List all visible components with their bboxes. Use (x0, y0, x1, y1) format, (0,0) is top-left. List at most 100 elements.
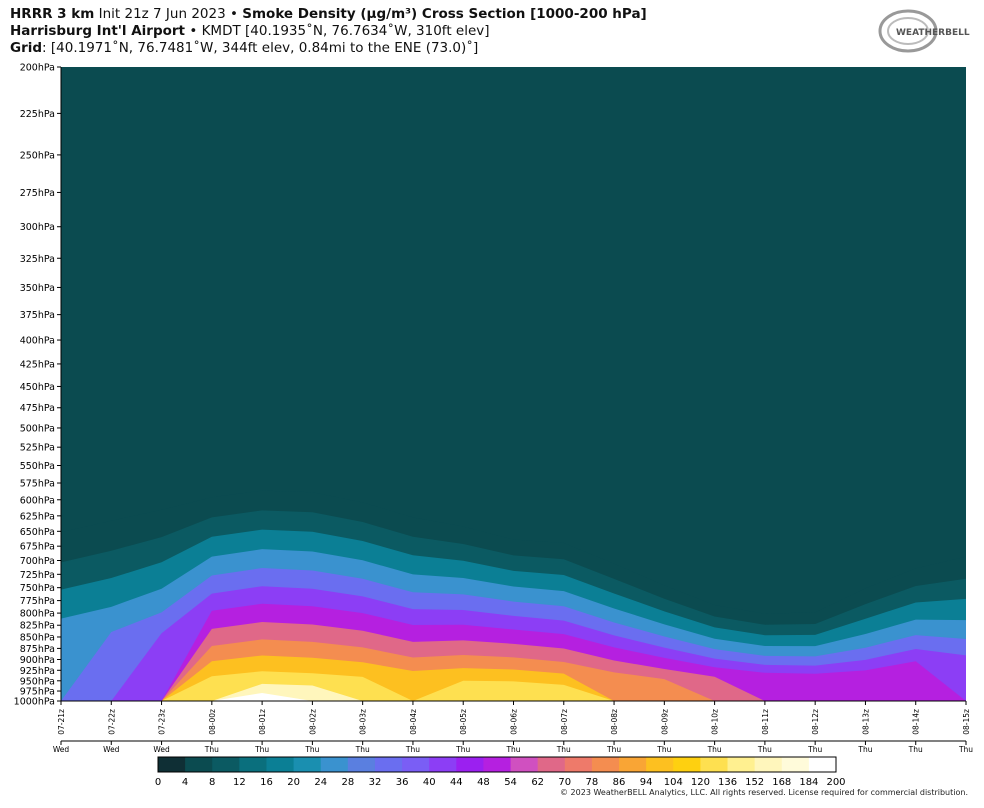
y-tick-label: 475hPa (20, 403, 55, 414)
y-tick-label: 675hPa (20, 542, 55, 553)
day-label: Thu (355, 745, 370, 754)
day-label: Thu (505, 745, 520, 754)
colorbar-swatch (456, 757, 484, 772)
x-tick-label: 08-06z (510, 709, 519, 735)
day-label: Thu (606, 745, 621, 754)
day-label: Thu (707, 745, 722, 754)
site-name: Harrisburg Int'l Airport (10, 23, 186, 39)
colorbar-label: 136 (718, 777, 737, 788)
y-tick-label: 300hPa (20, 222, 55, 233)
colorbar-label: 12 (233, 777, 246, 788)
colorbar-swatch (266, 757, 295, 772)
x-tick-label: 08-07z (560, 709, 569, 735)
x-tick-label: 08-11z (761, 709, 770, 735)
day-label: Wed (103, 745, 120, 754)
y-tick-label: 700hPa (20, 556, 55, 567)
colorbar-swatch (808, 757, 837, 772)
colorbar-swatch (239, 757, 267, 772)
x-tick-label: 08-15z (962, 709, 971, 735)
y-tick-label: 400hPa (20, 336, 55, 347)
day-label: Thu (857, 745, 872, 754)
colorbar-label: 184 (799, 777, 818, 788)
x-tick-label: 08-04z (409, 709, 418, 735)
y-tick-label: 375hPa (20, 310, 55, 321)
x-tick-label: 08-03z (359, 709, 368, 735)
colorbar-label: 54 (504, 777, 517, 788)
x-tick-label: 08-10z (711, 709, 720, 735)
x-axis: 07-21z Wed 07-22z Wed 07-23z Wed 08-00z Thu 08-0… (53, 700, 973, 754)
colorbar-swatch (429, 757, 457, 772)
colorbar-label: 28 (341, 777, 354, 788)
colorbar-swatch (727, 757, 756, 772)
colorbar-swatch (510, 757, 539, 772)
day-label: Thu (455, 745, 470, 754)
colorbar-swatch (185, 757, 213, 772)
site-line: Harrisburg Int'l Airport • KMDT [40.1935… (10, 23, 490, 40)
colorbar-label: 120 (691, 777, 710, 788)
day-label: Thu (405, 745, 420, 754)
y-axis: 200hPa 225hPa 250hPa 275hPa 300hPa 325hPa 350h… (14, 63, 62, 708)
logo-text: WEATHERBELL (896, 28, 970, 38)
y-tick-label: 950hPa (20, 676, 55, 687)
colorbar-swatch (537, 757, 566, 772)
colorbar-label: 44 (450, 777, 463, 788)
colorbar-swatch (619, 757, 647, 772)
colorbar-label: 78 (586, 777, 599, 788)
y-tick-label: 800hPa (20, 609, 55, 620)
y-tick-label: 725hPa (20, 570, 55, 581)
colorbar-label: 48 (477, 777, 490, 788)
y-tick-label: 350hPa (20, 283, 55, 294)
smoke-field (61, 490, 966, 701)
x-tick-label: 08-08z (610, 709, 619, 735)
y-tick-label: 575hPa (20, 479, 55, 490)
colorbar-swatch (293, 757, 322, 772)
colorbar-label: 24 (314, 777, 327, 788)
x-tick-label: 08-14z (912, 709, 921, 735)
colorbar-swatch (158, 757, 186, 772)
colorbar-swatch (564, 757, 593, 772)
colorbar-swatch (754, 757, 783, 772)
x-tick-label: 07-21z (57, 709, 66, 735)
y-tick-label: 625hPa (20, 511, 55, 522)
colorbar-label: 62 (531, 777, 544, 788)
y-tick-label: 225hPa (20, 109, 55, 120)
copyright-text: © 2023 WeatherBELL Analytics, LLC. All r… (560, 788, 968, 797)
y-tick-label: 850hPa (20, 632, 55, 643)
colorbar-label: 8 (209, 777, 215, 788)
colorbar-swatch (402, 757, 430, 772)
y-tick-label: 775hPa (20, 596, 55, 607)
colorbar-label: 36 (396, 777, 409, 788)
colorbar-label: 152 (745, 777, 764, 788)
grid-label: Grid (10, 40, 43, 56)
y-tick-label: 750hPa (20, 583, 55, 594)
colorbar-swatch (700, 757, 729, 772)
y-tick-label: 1000hPa (14, 697, 55, 708)
site-info: KMDT [40.1935˚N, 76.7634˚W, 310ft elev] (201, 23, 490, 39)
day-label: Thu (254, 745, 269, 754)
init-time: Init 21z 7 Jun 2023 (98, 6, 226, 22)
smoke-contour-152 (61, 683, 966, 701)
grid-line: Grid: [40.1971˚N, 76.7481˚W, 344ft elev,… (10, 40, 478, 57)
y-tick-label: 925hPa (20, 666, 55, 677)
y-tick-label: 275hPa (20, 188, 55, 199)
y-tick-label: 975hPa (20, 687, 55, 698)
y-tick-label: 500hPa (20, 423, 55, 434)
colorbar-label: 86 (613, 777, 626, 788)
x-tick-label: 07-22z (107, 709, 116, 735)
y-tick-label: 450hPa (20, 382, 55, 393)
day-label: Thu (204, 745, 219, 754)
separator: • (189, 23, 198, 39)
y-tick-label: 425hPa (20, 359, 55, 370)
y-tick-label: 525hPa (20, 443, 55, 454)
colorbar-label: 4 (182, 777, 188, 788)
day-label: Thu (556, 745, 571, 754)
colorbar-swatch (374, 757, 403, 772)
colorbar-label: 20 (287, 777, 300, 788)
day-label: Thu (807, 745, 822, 754)
model-name: HRRR 3 km (10, 6, 95, 22)
x-tick-label: 08-13z (861, 709, 870, 735)
colorbar-swatch (781, 757, 810, 772)
colorbar-label: 104 (664, 777, 683, 788)
x-tick-label: 08-00z (208, 709, 217, 735)
